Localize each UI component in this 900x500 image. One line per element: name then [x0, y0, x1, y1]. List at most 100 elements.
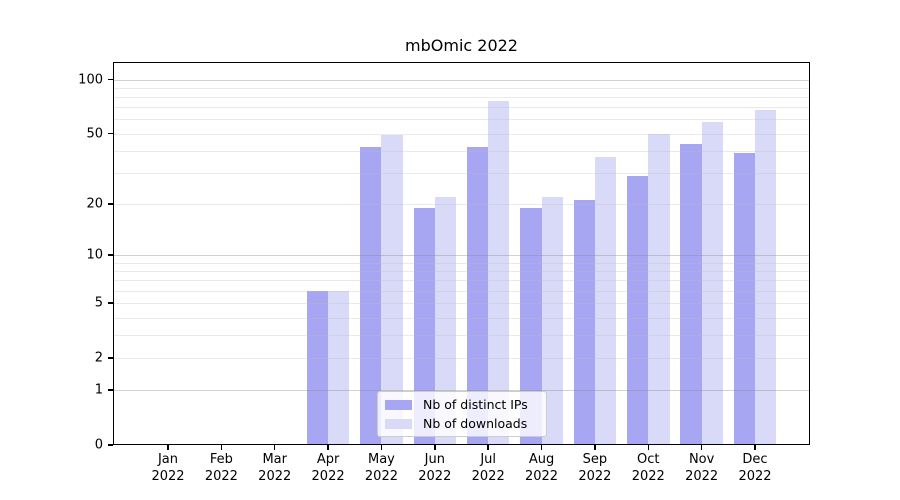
major-gridline-100 — [113, 79, 810, 81]
x-tick-month: Mar — [262, 452, 287, 467]
x-tick-year: 2022 — [524, 469, 559, 484]
x-tick-year: 2022 — [258, 469, 292, 484]
x-tick-month: Dec — [742, 452, 768, 467]
y-tick-10 — [107, 254, 113, 256]
y-tick-label-0: 0 — [94, 437, 103, 453]
major-gridline-10 — [113, 255, 810, 257]
bar-downloads-apr — [328, 290, 350, 445]
x-tick-month: May — [368, 452, 395, 467]
x-tick-aug — [540, 445, 543, 450]
minor-gridline-20 — [113, 203, 810, 205]
minor-gridline-80 — [113, 96, 810, 98]
minor-gridline-5 — [113, 303, 810, 305]
bar-ips-apr — [306, 290, 329, 445]
x-tick-label-oct: Oct 2022 — [616, 451, 680, 485]
x-tick-year: 2022 — [418, 469, 452, 484]
y-tick-label-5: 5 — [94, 295, 103, 311]
y-tick-label-20: 20 — [86, 196, 103, 212]
minor-gridline-50 — [113, 133, 810, 135]
bar-downloads-aug — [541, 196, 563, 445]
x-tick-year: 2022 — [631, 469, 665, 484]
bar-ips-nov — [680, 143, 702, 445]
minor-gridline-6 — [113, 290, 810, 292]
x-tick-month: Jul — [480, 452, 497, 467]
bar-ips-sep — [573, 200, 595, 445]
x-tick-feb — [220, 445, 223, 450]
x-tick-oct — [647, 445, 649, 450]
minor-gridline-7 — [113, 280, 810, 282]
x-tick-year: 2022 — [685, 469, 719, 484]
x-tick-year: 2022 — [578, 469, 612, 484]
bar-ips-may — [360, 147, 382, 445]
x-tick-label-may: May 2022 — [349, 451, 413, 485]
x-tick-label-dec: Dec 2022 — [723, 451, 787, 485]
bar-downloads-jul — [488, 101, 510, 445]
x-tick-year: 2022 — [151, 469, 185, 484]
x-tick-year: 2022 — [311, 469, 345, 484]
x-tick-month: Jun — [424, 452, 445, 467]
x-tick-label-feb: Feb 2022 — [189, 451, 253, 485]
grid-layer — [113, 62, 810, 445]
minor-gridline-40 — [113, 150, 810, 152]
bar-ips-jul — [466, 147, 489, 445]
minor-gridline-30 — [113, 173, 810, 175]
x-tick-mar — [274, 445, 276, 450]
minor-gridline-9 — [113, 262, 810, 264]
x-tick-label-nov: Nov 2022 — [670, 451, 734, 485]
bar-downloads-sep — [594, 156, 617, 445]
chart-title: mbOmic 2022 — [405, 36, 518, 55]
y-tick-20 — [107, 203, 113, 205]
x-tick-nov — [700, 445, 703, 450]
bars-layer — [113, 62, 810, 445]
x-tick-label-jun: Jun 2022 — [403, 451, 467, 485]
minor-gridline-2 — [113, 357, 810, 359]
minor-gridline-70 — [113, 107, 810, 109]
legend-label-distinct-ips: Nb of distinct IPs — [423, 397, 528, 412]
y-tick-1 — [107, 389, 113, 391]
x-tick-sep — [594, 445, 596, 450]
y-tick-label-50: 50 — [86, 126, 103, 142]
bar-downloads-may — [381, 135, 403, 445]
x-tick-year: 2022 — [364, 469, 398, 484]
bar-ips-aug — [520, 207, 542, 445]
x-tick-apr — [327, 445, 329, 450]
y-tick-label-10: 10 — [86, 247, 103, 263]
bar-downloads-jun — [434, 196, 457, 445]
bar-ips-dec — [733, 152, 755, 445]
minor-gridline-90 — [113, 87, 810, 89]
x-tick-month: Jan — [157, 452, 179, 467]
y-tick-label-100: 100 — [78, 72, 103, 87]
x-tick-label-apr: Apr 2022 — [296, 451, 360, 485]
legend-label-downloads: Nb of downloads — [423, 416, 528, 431]
plot-area — [113, 62, 810, 445]
bar-downloads-dec — [755, 109, 777, 445]
legend: Nb of distinct IPs Nb of downloads — [377, 391, 547, 437]
x-tick-jun — [434, 445, 436, 450]
x-tick-label-jul: Jul 2022 — [456, 451, 520, 485]
minor-gridline-4 — [113, 317, 810, 319]
legend-item-downloads: Nb of downloads — [385, 416, 539, 431]
x-tick-month: Oct — [637, 452, 660, 467]
x-tick-label-jan: Jan 2022 — [136, 451, 200, 485]
y-tick-50 — [107, 132, 113, 135]
major-gridline-1 — [113, 390, 810, 392]
bar-ips-oct — [626, 175, 649, 445]
y-tick-0 — [107, 444, 113, 446]
bar-ips-jun — [413, 207, 435, 445]
x-tick-year: 2022 — [471, 469, 505, 484]
x-tick-jul — [487, 445, 489, 450]
x-tick-month: Feb — [209, 452, 233, 467]
y-tick-100 — [107, 78, 113, 81]
y-tick-label-2: 2 — [94, 350, 103, 366]
minor-gridline-3 — [113, 335, 810, 337]
x-tick-month: Aug — [528, 452, 555, 467]
x-tick-may — [380, 445, 383, 450]
x-tick-dec — [754, 445, 756, 450]
minor-gridline-8 — [113, 270, 810, 272]
y-tick-2 — [107, 357, 113, 359]
minor-gridline-60 — [113, 119, 810, 121]
x-tick-jan — [167, 445, 169, 450]
legend-swatch-downloads-icon — [385, 418, 412, 429]
x-tick-month: Apr — [316, 452, 340, 467]
